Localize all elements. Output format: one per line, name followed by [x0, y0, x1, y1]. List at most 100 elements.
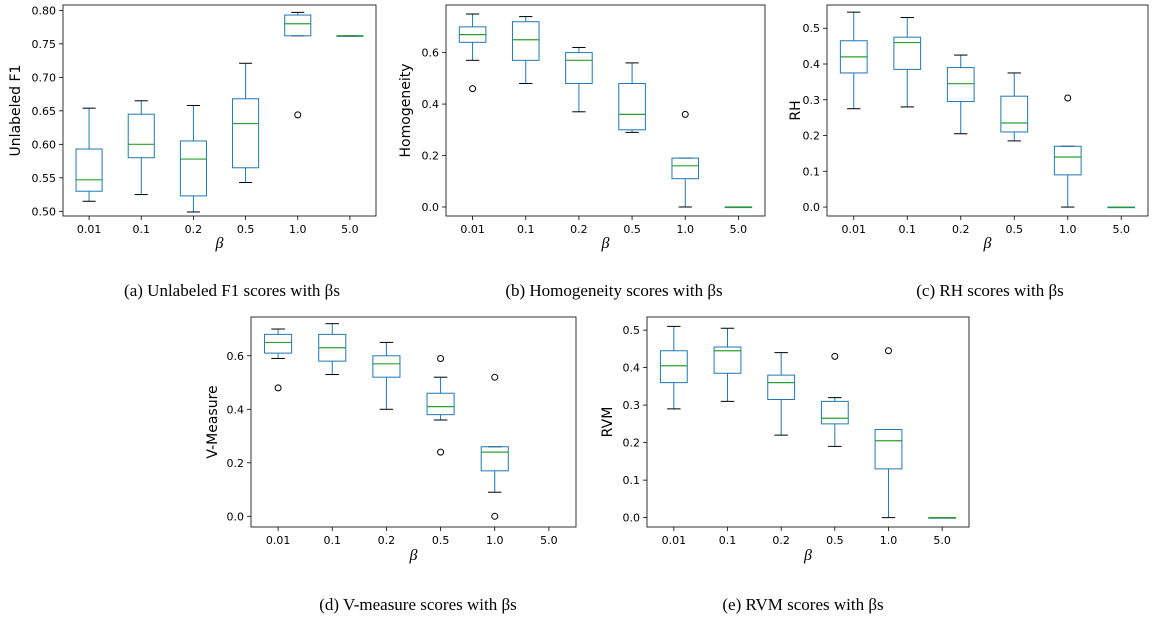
box-0.01: [458, 13, 487, 93]
y-tick-label: 0.2: [623, 437, 641, 450]
outlier-point: [274, 384, 282, 392]
box-0.1: [713, 327, 742, 402]
box-0.1: [511, 16, 540, 84]
iqr-box: [820, 400, 849, 425]
iqr-box: [75, 148, 103, 192]
x-tick-label: 0.01: [460, 223, 485, 236]
x-axis-label: β: [215, 235, 224, 252]
y-tick-label: 0.50: [32, 205, 57, 218]
x-tick-label: 0.2: [570, 223, 588, 236]
outlier-point: [294, 111, 302, 119]
panel-5: 0.0 0.1 0.2 0.3 0.4 0.5 0.01 0.1 0.2 0.5 1.0 5.0 RVM…: [600, 316, 970, 614]
axes-frame: [445, 4, 766, 217]
x-tick-label: 0.01: [266, 534, 291, 547]
x-tick-label: 0.5: [237, 223, 255, 236]
outlier-point: [491, 512, 499, 520]
x-tick-label: 5.0: [730, 223, 748, 236]
x-tick-label: 1.0: [486, 534, 504, 547]
x-tick-label: 1.0: [677, 223, 695, 236]
x-tick-label: 0.2: [378, 534, 396, 547]
y-tick-label: 0.5: [623, 324, 641, 337]
y-tick-label: 0.70: [32, 71, 57, 84]
x-tick-label: 0.1: [324, 534, 342, 547]
box-0.2: [946, 54, 975, 135]
outlier-point: [437, 448, 445, 456]
outlier-point: [885, 347, 892, 355]
iqr-box: [372, 355, 401, 378]
box-0.5: [232, 62, 260, 184]
iqr-box: [426, 392, 455, 416]
y-tick-label: 0.0: [623, 512, 641, 525]
x-tick-label: 1.0: [289, 223, 307, 236]
x-tick-label: 1.0: [880, 534, 898, 547]
box-0.01: [839, 11, 868, 110]
panel-caption: (b) Homogeneity scores with βs: [505, 281, 722, 300]
y-tick-label: 0.4: [422, 98, 440, 111]
x-tick-label: 0.5: [826, 534, 844, 547]
iqr-box: [284, 14, 312, 37]
box-0.01: [659, 325, 688, 410]
x-tick-label: 0.1: [517, 223, 535, 236]
y-axis-label: V-Measure: [205, 385, 221, 458]
panel-caption: (c) RH scores with βs: [916, 281, 1063, 300]
outlier-point: [681, 110, 689, 118]
iqr-box: [511, 21, 540, 61]
outlier-point: [469, 85, 477, 93]
box-0.5: [618, 62, 646, 133]
box-1.0: [874, 347, 903, 519]
iqr-box: [713, 346, 742, 374]
y-tick-label: 0.55: [32, 172, 57, 185]
box-0.5: [1000, 72, 1029, 142]
x-tick-label: 0.1: [719, 534, 737, 547]
box-5.0: [928, 517, 957, 519]
x-tick-label: 0.5: [432, 534, 450, 547]
x-tick-label: 0.01: [77, 223, 102, 236]
iqr-box: [767, 374, 796, 400]
axes-frame: [62, 4, 377, 217]
panel-caption: (a) Unlabeled F1 scores with βs: [124, 281, 340, 300]
box-5.0: [1107, 206, 1136, 209]
outlier-point: [831, 352, 839, 360]
x-axis-label: β: [601, 235, 610, 252]
iqr-box: [127, 113, 155, 159]
iqr-box: [618, 82, 646, 131]
box-0.1: [127, 100, 155, 196]
box-0.2: [372, 341, 401, 410]
panel-3: 0.0 0.1 0.2 0.3 0.4 0.5 0.01 0.1 0.2 0.5 1.0 5.0 RH β…: [788, 4, 1149, 300]
y-tick-label: 0.0: [803, 201, 821, 214]
x-tick-label: 0.2: [185, 223, 203, 236]
box-1.0: [1053, 94, 1082, 208]
y-tick-label: 0.3: [623, 399, 641, 412]
y-tick-label: 0.4: [227, 403, 245, 416]
box-5.0: [724, 206, 753, 209]
x-axis-label: β: [803, 547, 812, 564]
y-tick-label: 0.0: [227, 510, 245, 523]
y-tick-label: 0.2: [422, 150, 440, 163]
box-0.2: [767, 352, 796, 436]
x-tick-label: 5.0: [933, 534, 951, 547]
y-tick-label: 0.4: [623, 362, 641, 375]
iqr-box: [565, 52, 593, 84]
y-tick-label: 0.4: [803, 58, 821, 71]
y-axis-label: Homogeneity: [398, 64, 414, 158]
y-tick-label: 0.1: [623, 474, 641, 487]
x-tick-label: 0.5: [1006, 223, 1024, 236]
box-0.1: [893, 17, 922, 108]
y-tick-label: 0.80: [32, 4, 57, 17]
iqr-box: [946, 67, 975, 103]
y-axis-label: RVM: [600, 407, 616, 438]
y-tick-label: 0.2: [227, 457, 245, 470]
iqr-box: [264, 333, 293, 354]
x-tick-label: 1.0: [1059, 223, 1077, 236]
box-0.5: [426, 354, 455, 456]
y-tick-label: 0.5: [803, 22, 821, 35]
iqr-box: [480, 446, 509, 472]
outlier-point: [1064, 94, 1072, 102]
iqr-box: [232, 98, 260, 169]
x-tick-label: 5.0: [1113, 223, 1131, 236]
x-tick-label: 0.1: [133, 223, 151, 236]
x-axis-label: β: [983, 235, 992, 252]
box-0.1: [318, 323, 347, 376]
box-1.0: [671, 110, 700, 208]
y-tick-label: 0.1: [803, 165, 821, 178]
